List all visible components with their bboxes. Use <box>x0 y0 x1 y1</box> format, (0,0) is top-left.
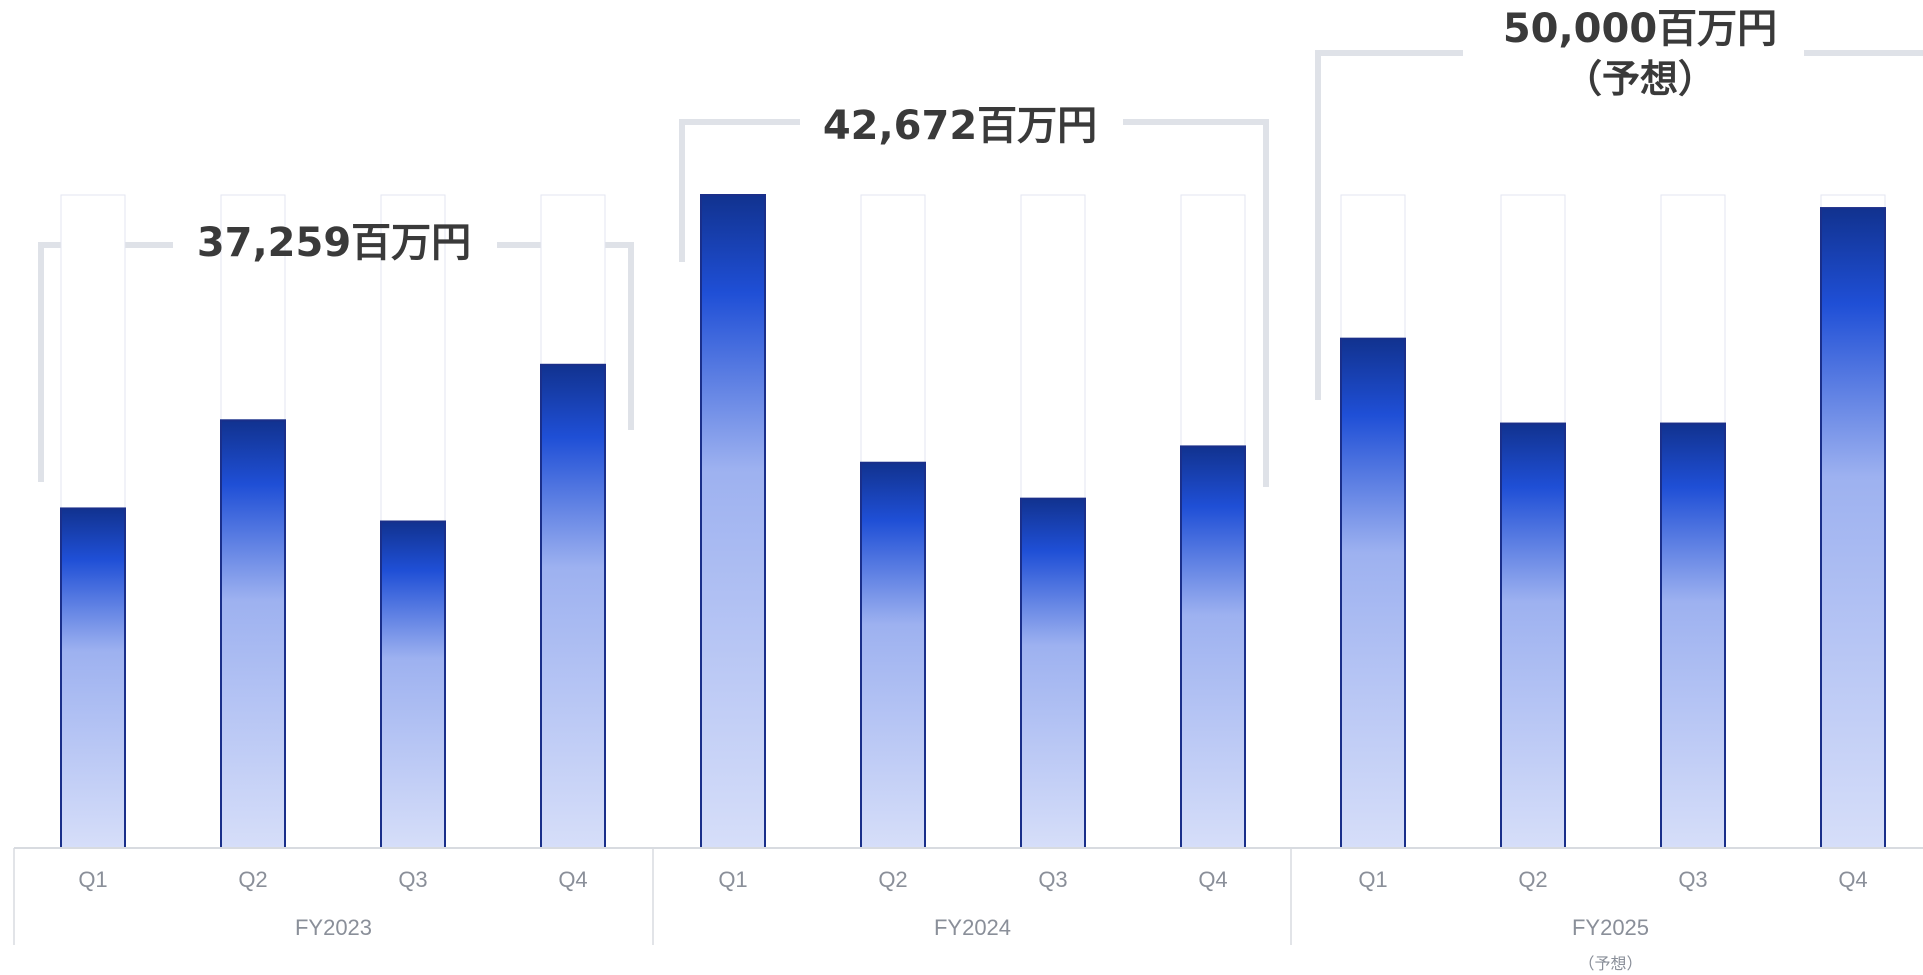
x-tick-label: Q4 <box>558 867 587 892</box>
x-tick-label: Q2 <box>238 867 267 892</box>
x-tick-label: Q3 <box>1678 867 1707 892</box>
bar-fy2025-q1 <box>1340 337 1406 849</box>
group-total-label: 50,000百万円 <box>1503 6 1777 52</box>
x-tick-label: Q4 <box>1838 867 1867 892</box>
bar-fy2025-q4 <box>1820 207 1886 849</box>
bar-fy2023-q4 <box>540 363 606 849</box>
bracket-left <box>679 119 800 262</box>
x-tick-label: Q1 <box>78 867 107 892</box>
group-total-label: 37,259百万円 <box>197 220 471 266</box>
group-label: FY2025 <box>1572 915 1649 940</box>
bracket-right <box>1123 119 1269 487</box>
bracket-left <box>1315 50 1463 400</box>
x-tick-label: Q4 <box>1198 867 1227 892</box>
x-tick-label: Q3 <box>1038 867 1067 892</box>
bar-fy2024-q4 <box>1180 445 1246 849</box>
group-label: FY2024 <box>934 915 1011 940</box>
x-tick-label: Q2 <box>878 867 907 892</box>
group-total-label: 42,672百万円 <box>823 103 1097 149</box>
group-sublabel: （予想） <box>1578 954 1642 973</box>
x-tick-label: Q1 <box>1358 867 1387 892</box>
bars <box>60 194 1886 849</box>
group-total-sublabel: （予想） <box>1564 57 1716 101</box>
bar-fy2025-q2 <box>1500 422 1566 849</box>
bar-fy2025-q3 <box>1660 422 1726 849</box>
group-label: FY2023 <box>295 915 372 940</box>
x-axis <box>13 847 1923 945</box>
x-tick-label: Q1 <box>718 867 747 892</box>
bar-fy2024-q2 <box>860 461 926 849</box>
bar-fy2023-q1 <box>60 507 126 849</box>
bracket-left <box>38 242 173 482</box>
bar-fy2023-q2 <box>220 419 286 849</box>
bar-fy2024-q1 <box>700 194 766 849</box>
x-tick-label: Q3 <box>398 867 427 892</box>
bar-tracks <box>60 194 1886 849</box>
bar-fy2023-q3 <box>380 520 446 849</box>
bar-fy2024-q3 <box>1020 497 1086 849</box>
x-tick-label: Q2 <box>1518 867 1547 892</box>
labels: 37,259百万円 Q1 Q2 Q3 Q4 FY2023 42,672百万円 Q1 Q2 Q3 Q4… <box>78 6 1867 973</box>
